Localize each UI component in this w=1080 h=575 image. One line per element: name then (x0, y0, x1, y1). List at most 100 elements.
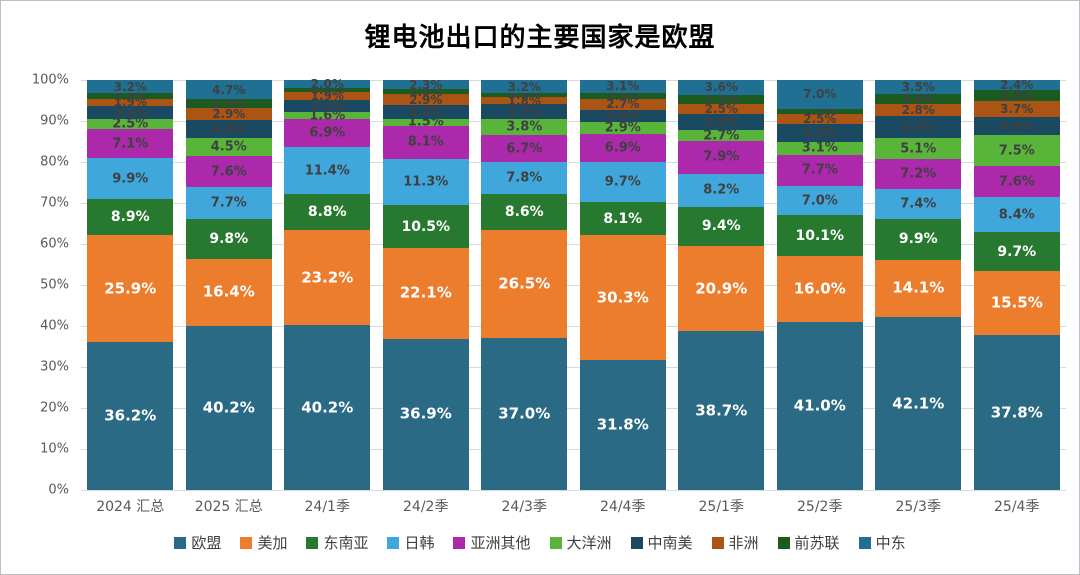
bar-segment-日韩: 7.4% (875, 188, 962, 220)
legend-label: 中东 (875, 534, 906, 552)
data-label: 7.9% (703, 149, 740, 165)
data-label: 3.4% (409, 105, 443, 120)
data-label: 8.1% (603, 210, 643, 227)
data-label: 3.5% (901, 80, 935, 95)
legend-label: 欧盟 (191, 534, 222, 552)
data-label: 3.2% (507, 79, 541, 94)
data-label: 11.4% (304, 163, 350, 179)
data-label: 2.4% (901, 92, 935, 107)
bar-segment-日韩: 7.8% (481, 162, 568, 195)
bar-segment-欧盟: 31.8% (579, 359, 666, 490)
legend-label: 前苏联 (794, 534, 840, 552)
data-label: 7.6% (210, 164, 247, 180)
data-label: 20.9% (695, 279, 748, 297)
data-label: 3.7% (507, 104, 541, 119)
legend-item-欧盟: 欧盟 (174, 532, 221, 553)
legend-item-前苏联: 前苏联 (777, 532, 840, 553)
legend-label: 亚洲其他 (470, 534, 531, 552)
legend-swatch-icon (858, 536, 871, 549)
data-label: 40.2% (301, 398, 354, 417)
x-axis-label: 24/2季 (403, 499, 449, 515)
bar-segment-东南亚: 10.1% (776, 214, 863, 257)
bar-segment-东南亚: 8.1% (579, 202, 666, 236)
data-label: 2.3% (409, 77, 443, 92)
bar-segment-美加: 16.4% (185, 258, 272, 326)
data-label: 2.9% (409, 92, 443, 107)
legend-swatch-icon (387, 536, 400, 549)
bar-segment-中东: 3.5% (875, 80, 962, 95)
bar-segment-前苏联: 1.0% (382, 86, 469, 98)
plot-area: 36.2% 25.9% 8.9% 9.9% 7.1% 2.5% 3.1% 1.9% 1.3% 3.… (81, 77, 1066, 491)
bar-segment-中东: 3.6% (678, 80, 765, 95)
y-axis-tick-label: 50% (40, 277, 69, 293)
data-label: 14.1% (892, 278, 945, 297)
legend-item-美加: 美加 (240, 532, 287, 553)
bar-2024 汇总: 36.2% 25.9% 8.9% 9.9% 7.1% 2.5% 3.1% 1.9% 1.3% 3.… (87, 79, 174, 490)
legend-label: 大洋洲 (566, 534, 612, 552)
bar-segment-亚洲其他: 7.6% (185, 156, 272, 188)
bar-segment-美加: 20.9% (678, 245, 765, 332)
data-label: 36.2% (104, 406, 157, 425)
bar-segment-中南美: 3.9% (678, 114, 765, 131)
data-label: 9.7% (604, 174, 641, 190)
data-label: 7.8% (506, 170, 543, 186)
data-label: 37.0% (498, 404, 551, 423)
y-axis-tick-label: 70% (40, 195, 69, 211)
data-label: 3.1% (606, 79, 640, 94)
gridline (81, 408, 1066, 409)
x-axis-label: 2024 汇总 (96, 499, 165, 515)
legend-item-东南亚: 东南亚 (306, 532, 368, 553)
bar-segment-美加: 16.0% (776, 256, 863, 322)
gridline (81, 449, 1066, 450)
x-axis: 2024 汇总 2025 汇总 24/1季 24/2季 24/3季 24/4季 25/1季 2… (81, 496, 1066, 516)
bar-segment-前苏联: 0.9% (481, 89, 568, 101)
bar-segment-中南美: 3.0% (579, 109, 666, 123)
data-label: 7.0% (803, 87, 837, 102)
bar-segment-中东: 3.2% (87, 79, 174, 94)
bar-segment-日韩: 7.0% (776, 186, 863, 215)
data-label: 37.8% (990, 403, 1043, 422)
data-label: 3.2% (113, 79, 147, 94)
data-label: 36.9% (399, 404, 452, 423)
bar-25/3季: 42.1% 14.1% 9.9% 7.4% 7.2% 5.1% 5.5% 2.8% 2.4% 3.… (875, 80, 962, 490)
bar-segment-非洲: 1.8% (481, 95, 568, 107)
bar-segment-亚洲其他: 6.9% (284, 118, 371, 148)
gridline (81, 490, 1066, 491)
legend-swatch-icon (711, 536, 724, 549)
data-label: 8.6% (504, 204, 544, 221)
gridline (81, 367, 1066, 368)
bar-segment-前苏联: 1.3% (87, 90, 174, 102)
bar-segment-亚洲其他: 8.1% (382, 125, 469, 159)
data-label: 6.9% (309, 125, 346, 141)
bar-segment-日韩: 8.2% (678, 173, 765, 208)
bar-segment-中东: 4.7% (185, 80, 272, 100)
bar-segment-东南亚: 8.9% (87, 198, 174, 236)
bar-segment-前苏联: 2.1% (185, 98, 272, 110)
y-axis-tick-label: 60% (40, 236, 69, 252)
data-label: 8.1% (407, 134, 444, 150)
bar-segment-亚洲其他: 7.9% (678, 141, 765, 174)
bar-segment-非洲: 2.8% (875, 104, 962, 116)
bar-segment-东南亚: 9.7% (973, 231, 1060, 272)
data-label: 3.8% (506, 119, 543, 135)
bar-segment-大洋洲: 1.6% (284, 109, 371, 122)
legend-swatch-icon (777, 536, 790, 549)
data-label: 2.7% (606, 97, 640, 112)
y-axis-tick-label: 90% (40, 113, 69, 129)
data-label: 4.4% (212, 121, 246, 136)
legend-label: 东南亚 (323, 534, 369, 552)
bar-segment-非洲: 2.5% (678, 103, 765, 115)
data-label: 6.9% (604, 140, 641, 156)
data-label: 3.6% (704, 80, 738, 95)
data-label: 2.7% (703, 128, 740, 144)
bar-segment-中东: 2.3% (382, 77, 469, 92)
x-axis-label: 2025 汇总 (194, 499, 263, 515)
y-axis-tick-label: 0% (48, 482, 69, 498)
bar-segment-大洋洲: 1.5% (382, 116, 469, 129)
bar-segment-大洋洲: 4.5% (185, 137, 272, 157)
legend-item-亚洲其他: 亚洲其他 (453, 532, 531, 553)
bar-segment-亚洲其他: 7.7% (776, 154, 863, 187)
bar-2025 汇总: 40.2% 16.4% 9.8% 7.7% 7.6% 4.5% 4.4% 2.9% 2.1% 4.… (185, 80, 272, 490)
data-label: 5.5% (901, 119, 935, 134)
bar-segment-大洋洲: 5.1% (875, 138, 962, 160)
